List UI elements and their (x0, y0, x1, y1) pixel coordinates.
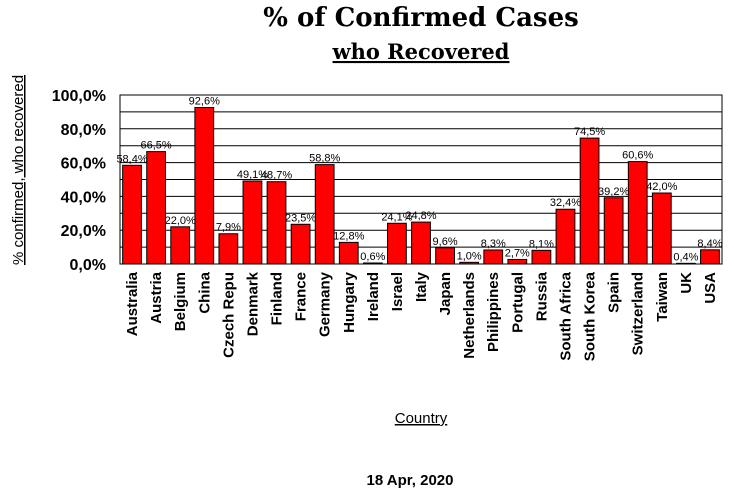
data-label: 49,1% (237, 169, 268, 181)
bar (700, 249, 720, 265)
y-tick-label: 80,0% (61, 122, 106, 139)
data-label: 8,3% (481, 238, 506, 250)
data-label: 2,7% (505, 247, 530, 259)
bar (314, 164, 335, 265)
bar (338, 241, 359, 265)
bar (170, 226, 191, 265)
category-label: Czech Repu (220, 272, 237, 358)
data-label: 8,4% (697, 238, 722, 250)
bar (459, 261, 480, 265)
y-tick-labels: 0,0% 20,0% 40,0% 60,0% 80,0% 100,0% (52, 88, 106, 274)
bar (507, 258, 528, 265)
bar (411, 221, 431, 265)
data-label: 23,5% (285, 212, 316, 224)
data-label: 12,8% (333, 230, 364, 242)
category-label: Denmark (244, 271, 261, 336)
data-label: 24,8% (405, 210, 436, 222)
bar (675, 262, 696, 265)
chart-date: 18 Apr, 2020 (366, 472, 453, 489)
data-label: 0,6% (360, 251, 385, 263)
category-labels: Australia Austria Belgium China Czech Repu De… (124, 271, 719, 361)
data-label: 58,4% (116, 153, 147, 165)
category-label: Russia (533, 271, 550, 321)
category-label: Philippines (485, 272, 502, 352)
bar (290, 223, 311, 265)
category-label: Finland (269, 272, 286, 325)
y-tick-label: 40,0% (61, 189, 106, 206)
data-label: 1,0% (457, 250, 482, 262)
bar (531, 249, 552, 265)
bar (266, 181, 287, 265)
category-label: Switzerland (630, 272, 647, 355)
chart-title: % of Confirmed Cases (263, 3, 579, 33)
data-label: 58,8% (309, 153, 340, 165)
category-label: UK (678, 272, 695, 294)
category-label: South Korea (582, 271, 599, 361)
bar (242, 180, 263, 265)
category-label: Belgium (172, 272, 189, 331)
data-label: 24,1% (381, 211, 412, 223)
category-label: Ireland (365, 272, 382, 321)
bar (483, 249, 504, 265)
data-label: 9,6% (433, 236, 458, 248)
data-label: 7,9% (216, 222, 241, 234)
chart-subtitle: who Recovered (332, 39, 510, 64)
category-label: Spain (606, 272, 623, 313)
bar (579, 137, 600, 265)
bar (555, 208, 576, 265)
data-labels: 58,4%66,5% 22,0% 92,6% 7,9% 49,1%48,7% 23,5% 5… (116, 96, 722, 264)
data-label: 74,5% (574, 126, 605, 138)
data-label: 22,0% (165, 215, 196, 227)
y-tick-label: 100,0% (52, 88, 106, 105)
bar (627, 161, 648, 265)
y-axis-label: % confirmed, who recovered (10, 75, 27, 265)
data-label: 60,6% (622, 150, 653, 162)
category-label: Netherlands (461, 272, 478, 359)
category-label: Taiwan (654, 272, 671, 322)
category-label: Portugal (509, 272, 526, 333)
category-label: Australia (124, 271, 141, 336)
bars (122, 107, 720, 265)
category-label: France (293, 272, 310, 321)
category-label: China (196, 271, 213, 313)
data-label: 32,4% (550, 197, 581, 209)
bar (651, 192, 672, 265)
category-label: Austria (148, 271, 165, 323)
data-label: 42,0% (646, 181, 677, 193)
data-label: 66,5% (141, 140, 172, 152)
data-label: 39,2% (598, 186, 629, 198)
category-label: Israel (389, 272, 406, 311)
bar (387, 222, 407, 265)
data-label: 0,4% (673, 251, 698, 263)
category-label: USA (702, 272, 719, 304)
category-label: Germany (317, 271, 334, 337)
data-label: 48,7% (261, 170, 292, 182)
bar (362, 262, 383, 265)
x-axis-label: Country (395, 410, 448, 427)
data-label: 8,1% (529, 238, 554, 250)
y-tick-label: 0,0% (70, 257, 106, 274)
bar (194, 107, 215, 265)
bar (146, 151, 167, 265)
data-label: 92,6% (189, 96, 220, 108)
y-tick-label: 60,0% (61, 156, 106, 173)
bar (435, 247, 455, 265)
bar (603, 197, 624, 265)
y-tick-label: 20,0% (61, 223, 106, 240)
category-label: Hungary (341, 271, 358, 333)
category-label: South Africa (557, 271, 574, 360)
category-label: Italy (413, 271, 430, 302)
category-label: Japan (437, 272, 454, 315)
bar (122, 164, 142, 265)
bar (218, 233, 239, 265)
